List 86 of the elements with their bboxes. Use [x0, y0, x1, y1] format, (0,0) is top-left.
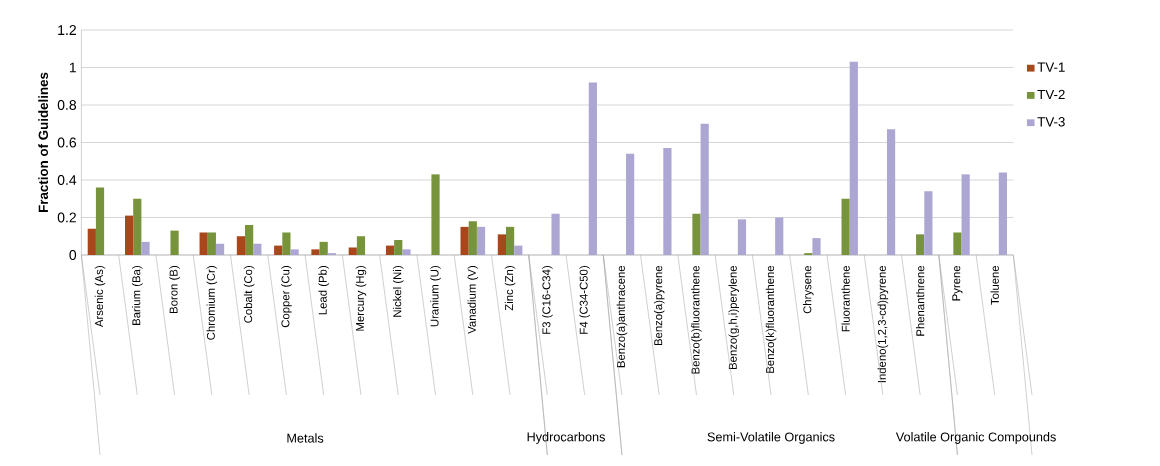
- bar: [841, 198, 850, 255]
- x-tick-label: Zinc (Zn): [504, 266, 516, 311]
- bar: [588, 82, 597, 255]
- x-tick-label: Cobalt (Co): [243, 266, 255, 323]
- bar: [953, 232, 962, 255]
- x-tick-label: Lead (Pb): [318, 266, 329, 315]
- x-tick-label: Pyrene: [952, 265, 963, 301]
- text: Hydrocarbons: [527, 432, 605, 444]
- bar: [700, 123, 709, 255]
- bar: [431, 174, 440, 255]
- bar: [849, 61, 858, 255]
- bar: [133, 198, 142, 255]
- x-tick-label: Mercury (Hg): [355, 266, 367, 331]
- bar: [402, 249, 411, 255]
- x-tick-label: Copper (Cu): [281, 266, 292, 328]
- x-tick-label: F4 (C34-C50): [579, 266, 590, 334]
- y-tick-label: 0.6: [57, 137, 77, 148]
- bar: [215, 243, 225, 255]
- bar: [199, 232, 208, 255]
- y-tick-label: 1: [69, 62, 76, 73]
- bar: [916, 234, 925, 255]
- bar: [141, 241, 150, 255]
- bar: [236, 236, 246, 255]
- x-tick-label: F3 (C16-C34): [542, 266, 553, 334]
- y-tick-label: 0.2: [57, 212, 76, 223]
- bar: [514, 245, 523, 255]
- x-tick-label: Boron (B): [169, 266, 180, 313]
- text: Semi-Volatile Organics: [707, 432, 835, 444]
- bar: [282, 232, 291, 255]
- x-tick-label: Barium (Ba): [132, 266, 143, 325]
- x-tick-label: Uranium (U): [430, 266, 441, 327]
- x-tick-label: Benzo(a)anthracene: [616, 265, 628, 368]
- y-tick-label: 0.8: [57, 100, 77, 110]
- x-tick-label: Benzo(k)fluoranthene: [765, 265, 777, 373]
- x-tick-label: Phenanthrene: [915, 265, 925, 336]
- bar: [460, 226, 469, 255]
- legend-label: TV-1: [1037, 62, 1065, 72]
- bar: [385, 245, 395, 255]
- bar: [505, 226, 515, 255]
- x-tick-label: Nickel (Ni): [392, 266, 404, 317]
- bar: [348, 247, 357, 255]
- text: Volatile Organic Compounds: [895, 432, 1056, 444]
- bar: [961, 174, 970, 255]
- bar: [551, 213, 560, 255]
- x-tick-label: Chrysene: [803, 265, 814, 314]
- x-tick-label: Indeno(1,2,3-cd)pyrene: [877, 265, 889, 383]
- bar: [356, 236, 366, 255]
- bar: [775, 217, 784, 255]
- x-tick-label: Chromium (Cr): [206, 266, 218, 340]
- bar: [245, 224, 254, 255]
- x-tick-label: Arsenic (As): [94, 266, 106, 328]
- bar: [95, 187, 105, 255]
- x-tick-label: Benzo(g,h,i)perylene: [728, 265, 740, 370]
- bar: [626, 153, 635, 255]
- bar: [924, 191, 933, 255]
- x-tick-label: Vanadium (V): [467, 266, 479, 334]
- bar: [476, 226, 486, 255]
- y-axis-title: Fraction of Guidelines: [38, 72, 49, 212]
- x-tick-label: Benzo(a)pyrene: [653, 265, 665, 346]
- y-tick-label: 0: [69, 250, 77, 260]
- legend-label: TV-3: [1037, 117, 1065, 127]
- legend-label: TV-2: [1037, 89, 1065, 100]
- bar: [394, 239, 403, 255]
- bar: [497, 234, 506, 255]
- bar: [207, 232, 216, 255]
- x-tick-label: Fluoranthene: [841, 265, 850, 332]
- bar: [274, 245, 283, 255]
- bar: [812, 238, 821, 255]
- bar: [87, 228, 96, 255]
- bar: [311, 249, 320, 255]
- text: Metals: [287, 433, 324, 443]
- bar: [253, 243, 262, 255]
- y-tick-label: 0.4: [57, 175, 77, 185]
- bar: [886, 129, 896, 255]
- bar: [998, 172, 1008, 255]
- bar: [124, 215, 134, 255]
- x-tick-label: Benzo(b)fluoranthene: [691, 265, 702, 374]
- y-tick-label: 1.2: [58, 25, 76, 35]
- bar: [692, 213, 701, 255]
- bar: [468, 221, 477, 255]
- bar: [737, 219, 747, 255]
- bar: [290, 249, 299, 255]
- bar: [663, 148, 672, 255]
- bar: [319, 241, 328, 255]
- x-tick-label: Toluene: [990, 265, 999, 305]
- bar: [170, 230, 179, 255]
